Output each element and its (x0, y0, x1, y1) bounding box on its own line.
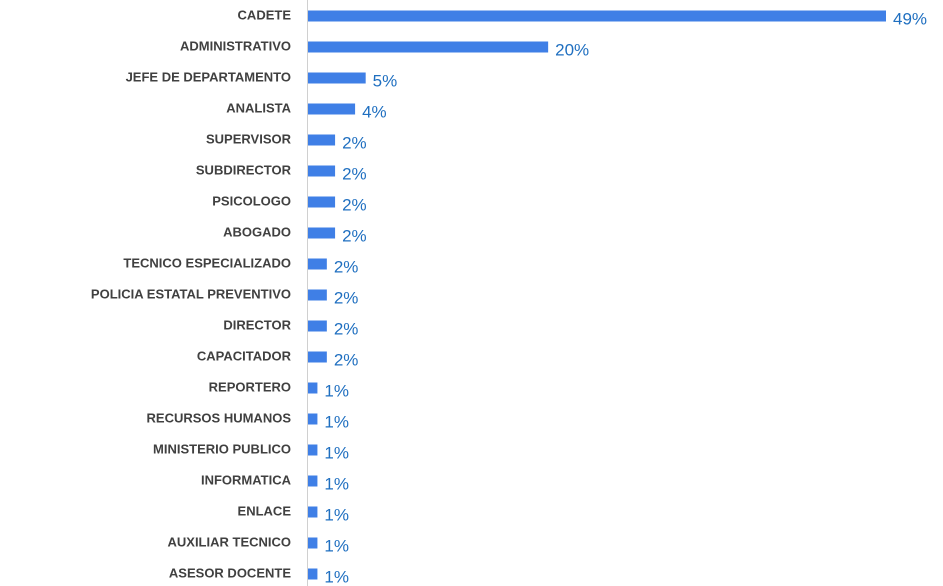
bar (308, 351, 327, 363)
bar (308, 41, 549, 53)
data-label: 1% (324, 412, 349, 431)
category-label: ANALISTA (226, 100, 291, 115)
category-label: PSICOLOGO (212, 193, 291, 208)
category-label: CADETE (238, 7, 292, 22)
bar (308, 444, 318, 456)
data-label: 20% (555, 40, 589, 59)
bar (308, 320, 327, 332)
category-label: POLICIA ESTATAL PREVENTIVO (91, 286, 291, 301)
data-label: 2% (334, 319, 359, 338)
category-label: MINISTERIO PUBLICO (153, 441, 291, 456)
data-label: 49% (893, 9, 927, 28)
category-label: JEFE DE DEPARTAMENTO (126, 69, 291, 84)
bar (308, 134, 336, 146)
category-label: TECNICO ESPECIALIZADO (123, 255, 291, 270)
category-label: RECURSOS HUMANOS (147, 410, 292, 425)
data-label: 1% (324, 474, 349, 493)
category-label: ADMINISTRATIVO (180, 38, 291, 53)
data-label: 1% (324, 536, 349, 555)
bar (308, 413, 318, 425)
bar (308, 506, 318, 518)
bar (308, 72, 366, 84)
category-label: ENLACE (238, 503, 292, 518)
category-label: REPORTERO (209, 379, 291, 394)
category-label: CAPACITADOR (197, 348, 292, 363)
bar (308, 196, 336, 208)
category-label: DIRECTOR (223, 317, 291, 332)
data-label: 2% (342, 195, 367, 214)
data-label: 2% (342, 164, 367, 183)
bar (308, 227, 336, 239)
category-label: AUXILIAR TECNICO (168, 534, 292, 549)
data-label: 2% (334, 288, 359, 307)
bar (308, 103, 356, 115)
bar (308, 475, 318, 487)
data-label: 1% (324, 443, 349, 462)
data-label: 2% (334, 257, 359, 276)
data-label: 4% (362, 102, 387, 121)
data-label: 1% (324, 505, 349, 524)
category-label: ABOGADO (223, 224, 291, 239)
data-label: 1% (324, 567, 349, 586)
category-label: SUPERVISOR (206, 131, 292, 146)
bar (308, 382, 318, 394)
bar (308, 537, 318, 549)
category-label: ASESOR DOCENTE (169, 565, 291, 580)
bar (308, 568, 318, 580)
bar (308, 258, 327, 270)
data-label: 1% (324, 381, 349, 400)
bar (308, 289, 327, 301)
data-label: 2% (342, 226, 367, 245)
bar (308, 10, 886, 22)
data-label: 2% (342, 133, 367, 152)
category-label: SUBDIRECTOR (196, 162, 292, 177)
category-label: INFORMATICA (201, 472, 292, 487)
data-label: 2% (334, 350, 359, 369)
bar (308, 165, 336, 177)
data-label: 5% (373, 71, 398, 90)
